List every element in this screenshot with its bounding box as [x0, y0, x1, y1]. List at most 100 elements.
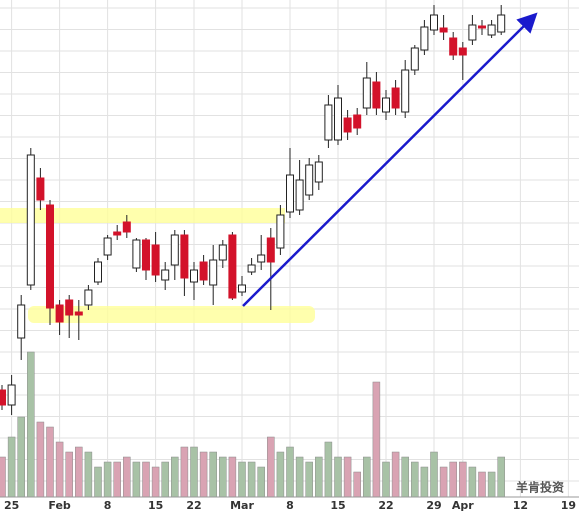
x-tick-label: Feb	[48, 499, 71, 512]
volume-bar	[324, 441, 333, 498]
volume-bar	[257, 466, 265, 498]
candle-body	[468, 24, 477, 41]
candle-body	[209, 259, 218, 286]
volume-bar	[36, 421, 45, 498]
volume-bar	[161, 461, 169, 498]
candle-body	[161, 269, 170, 281]
volume-bar	[295, 456, 304, 498]
candle-body	[142, 239, 150, 271]
candle-body	[151, 244, 160, 276]
x-tick-label: Mar	[230, 499, 254, 512]
volume-bar	[497, 456, 505, 498]
candle-body	[84, 289, 93, 306]
volume-bar	[247, 461, 256, 498]
candle-body	[94, 261, 102, 283]
candle-body	[266, 237, 275, 263]
volume-bar	[238, 461, 246, 498]
x-tick-label: 22	[378, 499, 393, 512]
volume-bar	[171, 456, 179, 498]
candle-body	[199, 261, 208, 281]
x-tick-label: 29	[426, 499, 441, 512]
candle-body	[103, 237, 112, 256]
candle-body	[180, 234, 189, 279]
volume-bar	[449, 461, 457, 498]
volume-bar	[142, 461, 150, 498]
volume-bar	[94, 466, 102, 498]
price-panel	[0, 5, 506, 415]
candle-body	[65, 299, 74, 316]
candle-body	[228, 234, 237, 299]
candle-body	[286, 174, 294, 213]
volume-bar	[113, 461, 121, 498]
candle-body	[74, 311, 83, 316]
candle-body	[7, 384, 16, 406]
volume-bar	[343, 456, 352, 498]
volume-bar	[382, 461, 390, 498]
volume-bar	[228, 456, 237, 498]
candle-body	[247, 264, 256, 273]
candle-body	[410, 47, 419, 71]
candle-body	[449, 37, 458, 56]
volume-bar	[0, 456, 6, 498]
volume-bar	[305, 461, 313, 498]
volume-bar	[199, 451, 208, 498]
candle-body	[420, 26, 429, 51]
candle-body	[324, 104, 333, 141]
candle-body	[439, 27, 448, 33]
candle-body	[487, 24, 496, 36]
volume-bar	[439, 466, 448, 498]
x-tick-label: 22	[186, 499, 201, 512]
volume-bar	[46, 426, 54, 498]
volume-bar	[430, 451, 438, 498]
volume-bar	[132, 461, 141, 498]
candle-body	[0, 389, 6, 406]
volume-bar	[420, 466, 429, 498]
x-tick-label: 12	[513, 499, 528, 512]
x-labels: 25 Feb 8 15 22 Mar 8 15 22 29 Apr 12 19	[4, 499, 576, 512]
volume-bar	[468, 466, 477, 498]
volume-bar	[123, 456, 131, 498]
candle-body	[430, 14, 438, 31]
candle-body	[334, 97, 342, 141]
volume-bar	[103, 461, 112, 498]
volume-bar	[27, 351, 35, 498]
x-tick-label: 19	[561, 499, 576, 512]
volume-bar	[276, 451, 285, 498]
candle-body	[36, 177, 45, 201]
candle-body	[257, 254, 266, 263]
resistance-band	[0, 208, 285, 223]
candle-body	[113, 231, 122, 236]
volume-bar	[353, 471, 361, 498]
volume-bar	[334, 456, 342, 498]
x-tick-label: 8	[286, 499, 294, 512]
volume-bar	[315, 456, 323, 498]
x-tick-label: 15	[330, 499, 345, 512]
x-tick-label: Apr	[452, 499, 474, 512]
candle-body	[190, 269, 198, 283]
candle-body	[170, 234, 179, 266]
volume-bar	[267, 436, 275, 498]
candle-body	[46, 204, 54, 309]
candle-body	[497, 14, 506, 33]
candle-body	[362, 77, 371, 109]
watermark: 羊肯投资	[516, 480, 564, 495]
volume-bar	[411, 461, 419, 498]
volume-bar	[180, 446, 189, 498]
volume-bar	[17, 416, 25, 498]
x-tick-label: 25	[4, 499, 19, 512]
trend-arrow	[242, 12, 538, 307]
volume-bar	[459, 461, 467, 498]
volume-bar	[75, 446, 83, 498]
candle-body	[372, 81, 381, 109]
volume-bar	[391, 451, 400, 498]
candle-body	[218, 244, 227, 261]
support-band	[28, 306, 315, 323]
candle-body	[353, 114, 362, 129]
volume-bar	[209, 451, 217, 498]
x-tick-label: 8	[104, 499, 112, 512]
candle-body	[26, 154, 35, 286]
volume-bar	[190, 446, 198, 498]
volume-panel	[0, 351, 505, 498]
candle-body	[401, 69, 410, 113]
